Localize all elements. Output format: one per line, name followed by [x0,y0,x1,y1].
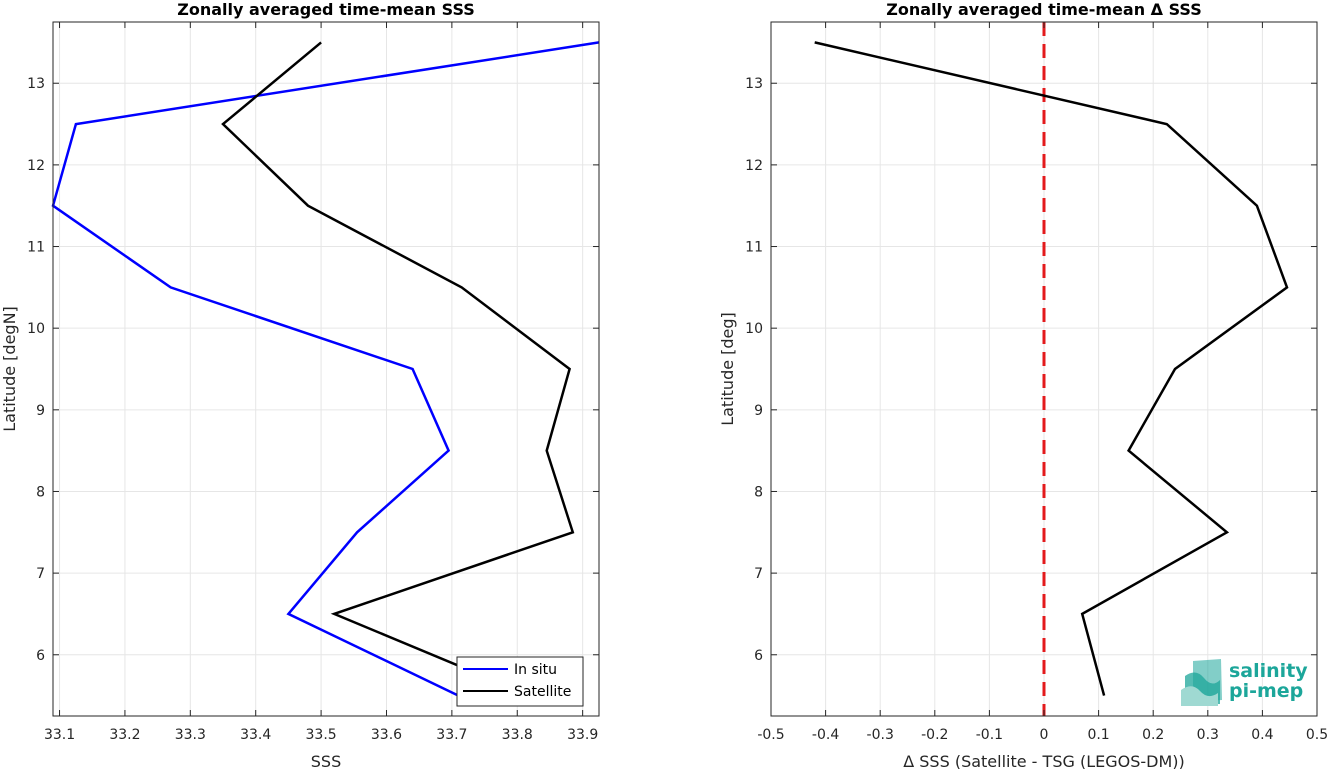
left-y-tick-label: 6 [36,648,45,664]
right-x-tick-label: -0.1 [976,727,1003,743]
right-series-lines [814,41,1289,696]
left-y-axis-label: Latitude [degN] [0,306,19,432]
right-x-tick-label: -0.3 [867,727,894,743]
legend: In situ Satellite [456,656,584,707]
right-x-tick-label: -0.4 [812,727,839,743]
right-x-tick-label: -0.2 [921,727,948,743]
left-plot-area [53,22,599,716]
left-y-tick-label: 13 [27,76,45,92]
left-x-tick-label: 33.2 [109,727,140,743]
left-x-tick-label: 33.9 [567,727,598,743]
left-x-tick-label: 33.7 [436,727,467,743]
left-series-lines [51,41,600,697]
right-y-tick-label: 13 [745,76,763,92]
right-x-tick-label: 0.1 [1087,727,1109,743]
left-x-axis-label: SSS [311,752,341,769]
left-y-tick-label: 12 [27,158,45,174]
left-y-tick-label: 7 [36,566,45,582]
right-y-tick-label: 12 [745,158,763,174]
logo-text-salinity: salinity [1229,660,1308,682]
logo-text-pi-mep: pi-mep [1229,680,1303,702]
right-y-axis-label: Latitude [deg] [718,312,737,426]
right-chart-panel: -0.5 -0.4 -0.3 -0.2 -0.1 0 0.1 0.2 0.3 0.4 0.5 6 7 8… [718,0,1328,769]
left-chart-panel: 33.1 33.2 33.3 33.4 33.5 33.6 33.7 33.8 33.9 6 7 8… [0,0,600,769]
right-x-axis-label: Δ SSS (Satellite - TSG (LEGOS-DM)) [903,752,1185,769]
left-x-tick-label: 33.5 [306,727,337,743]
left-x-tick-label: 33.3 [175,727,206,743]
left-x-tick-label: 33.4 [240,727,271,743]
right-y-tick-label: 11 [745,240,763,256]
left-gridlines [53,22,599,716]
left-y-ticks: 6 7 8 9 10 11 12 13 [27,76,599,664]
right-x-tick-label: 0.2 [1142,727,1164,743]
left-y-tick-label: 8 [36,484,45,500]
logo-wave-icon [1181,659,1222,706]
right-y-ticks: 6 7 8 9 10 11 12 13 [745,76,1317,664]
right-x-tick-label: 0.3 [1197,727,1219,743]
left-x-tick-label: 33.1 [44,727,75,743]
right-x-ticks: -0.5 -0.4 -0.3 -0.2 -0.1 0 0.1 0.2 0.3 0.4 0.5 [757,22,1328,743]
left-chart-title: Zonally averaged time-mean SSS [177,0,475,19]
left-x-ticks: 33.1 33.2 33.3 33.4 33.5 33.6 33.7 33.8 33.9 [44,22,598,743]
right-x-tick-label: 0.4 [1251,727,1273,743]
right-y-tick-label: 8 [754,484,763,500]
left-x-tick-label: 33.6 [371,727,402,743]
left-series-line-in-situ [51,41,600,697]
right-y-tick-label: 10 [745,321,763,337]
left-series-line-satellite [221,41,575,697]
legend-label-in-situ: In situ [514,662,557,678]
left-axes-frame [52,21,600,717]
right-y-tick-label: 9 [754,403,763,419]
right-series-line-series [814,41,1289,696]
right-x-tick-label: -0.5 [757,727,784,743]
right-x-tick-label: 0.5 [1306,727,1328,743]
legend-label-satellite: Satellite [514,684,571,700]
left-y-tick-label: 9 [36,403,45,419]
left-y-tick-label: 11 [27,240,45,256]
right-x-tick-label: 0 [1040,727,1049,743]
right-y-tick-label: 6 [754,648,763,664]
left-x-tick-label: 33.8 [502,727,533,743]
right-y-tick-label: 7 [754,566,763,582]
salinity-pi-mep-logo: salinity pi-mep [1181,659,1308,706]
legend-box [456,656,584,707]
right-chart-title: Zonally averaged time-mean Δ SSS [886,0,1202,19]
left-y-tick-label: 10 [27,321,45,337]
